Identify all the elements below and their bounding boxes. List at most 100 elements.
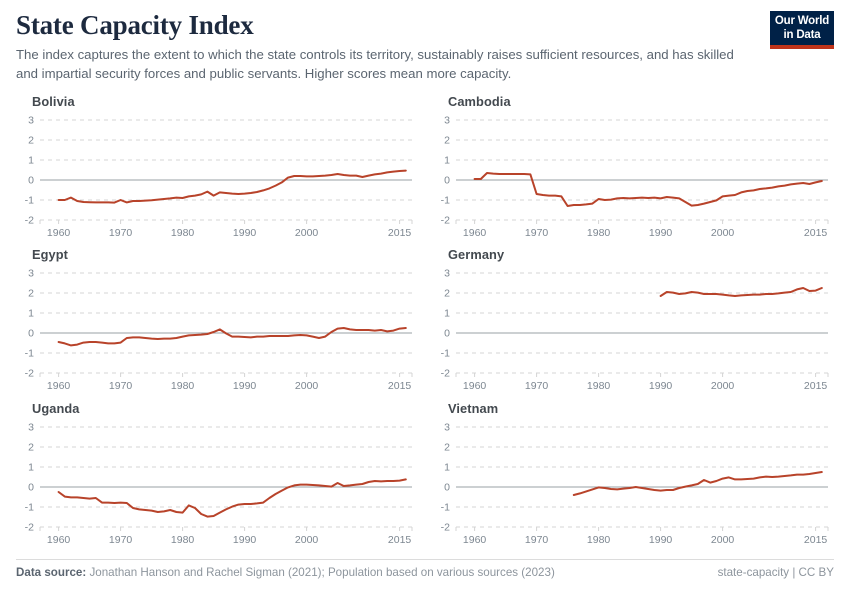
y-tick-label: -2 xyxy=(25,368,34,380)
x-tick-label: 2000 xyxy=(711,380,735,392)
series-line-germany xyxy=(661,288,822,296)
y-tick-label: 3 xyxy=(28,268,34,280)
y-tick-label: 2 xyxy=(28,441,34,453)
x-tick-label: 1970 xyxy=(525,227,549,239)
footer-license[interactable]: state-capacity | CC BY xyxy=(717,566,834,579)
panel-title: Cambodia xyxy=(448,94,511,109)
y-tick-label: 2 xyxy=(444,288,450,300)
x-tick-label: 1980 xyxy=(171,227,195,239)
y-tick-label: -2 xyxy=(441,215,450,227)
x-tick-label: 1990 xyxy=(233,227,257,239)
y-tick-label: -1 xyxy=(25,195,34,207)
series-line-bolivia xyxy=(59,171,406,203)
plot-area[interactable]: 3 2 1 0 -1 -2 1960 1970 1980 1990 2000 2015 xyxy=(432,114,834,242)
y-tick-label: -1 xyxy=(25,501,34,513)
x-tick-label: 1980 xyxy=(171,534,195,546)
y-tick-label: 2 xyxy=(28,288,34,300)
y-tick-label: 1 xyxy=(28,155,34,167)
x-tick-label: 2000 xyxy=(711,534,735,546)
x-tick-label: 1980 xyxy=(587,380,611,392)
x-tick-label: 2015 xyxy=(388,227,412,239)
y-tick-label: 0 xyxy=(28,328,34,340)
x-tick-label: 2000 xyxy=(295,227,319,239)
plot-area[interactable]: 3 2 1 0 -1 -2 1960 1970 1980 1990 2000 2015 xyxy=(16,114,418,242)
footer-data-source: Data source: Jonathan Hanson and Rachel … xyxy=(16,566,555,579)
x-tick-label: 2015 xyxy=(804,534,828,546)
y-tick-label: -1 xyxy=(441,348,450,360)
y-tick-label: 3 xyxy=(444,268,450,280)
y-tick-label: 2 xyxy=(444,135,450,147)
series-line-vietnam xyxy=(574,472,822,495)
y-tick-label: 3 xyxy=(28,115,34,127)
chart-panel-vietnam: Vietnam 3 2 1 0 -1 -2 1960 1970 1980 1990 2000 2015 xyxy=(432,399,834,552)
y-tick-label: 0 xyxy=(28,481,34,493)
x-tick-label: 1960 xyxy=(47,534,71,546)
x-tick-label: 1970 xyxy=(525,380,549,392)
header: State Capacity Index The index captures … xyxy=(16,10,834,84)
footer: Data source: Jonathan Hanson and Rachel … xyxy=(16,566,834,579)
x-tick-label: 1990 xyxy=(233,534,257,546)
y-tick-label: -2 xyxy=(25,521,34,533)
x-tick-label: 1960 xyxy=(47,227,71,239)
y-tick-label: -1 xyxy=(441,501,450,513)
x-tick-label: 1970 xyxy=(109,380,133,392)
y-tick-label: 1 xyxy=(444,461,450,473)
x-tick-label: 2015 xyxy=(804,227,828,239)
chart-panel-uganda: Uganda 3 2 1 0 -1 -2 1960 1970 1980 1990 2000 2015 xyxy=(16,399,418,552)
series-line-cambodia xyxy=(475,173,822,206)
footer-divider xyxy=(16,559,834,560)
x-tick-label: 2000 xyxy=(295,380,319,392)
x-tick-label: 1970 xyxy=(109,534,133,546)
x-tick-label: 2000 xyxy=(295,534,319,546)
panel-title: Germany xyxy=(448,247,505,263)
panel-title: Egypt xyxy=(32,247,69,263)
chart-panel-germany: Germany 3 2 1 0 -1 -2 1960 1970 1980 1990 2000 2015 xyxy=(432,245,834,398)
x-tick-label: 1990 xyxy=(649,534,673,546)
y-tick-label: 1 xyxy=(28,308,34,320)
page-subtitle: The index captures the extent to which t… xyxy=(16,47,734,81)
plot-area[interactable]: 3 2 1 0 -1 -2 1960 1970 1980 1990 2000 2015 xyxy=(16,267,418,395)
x-tick-label: 1980 xyxy=(171,380,195,392)
series-line-egypt xyxy=(59,328,406,345)
panel-title: Vietnam xyxy=(448,400,499,416)
x-tick-label: 2015 xyxy=(388,380,412,392)
x-tick-label: 1960 xyxy=(47,380,71,392)
plot-area[interactable]: 3 2 1 0 -1 -2 1960 1970 1980 1990 2000 2015 xyxy=(432,421,834,549)
owid-logo-line-1: Our World xyxy=(774,15,830,27)
y-tick-label: -1 xyxy=(25,348,34,360)
y-tick-label: 0 xyxy=(444,328,450,340)
y-tick-label: 1 xyxy=(444,155,450,167)
x-tick-label: 1990 xyxy=(233,380,257,392)
chart-panel-egypt: Egypt 3 2 1 0 -1 -2 1960 1970 1980 1990 2000 2015 xyxy=(16,245,418,398)
x-tick-label: 2000 xyxy=(711,227,735,239)
y-tick-label: 2 xyxy=(28,135,34,147)
y-tick-label: 1 xyxy=(28,461,34,473)
footer-source-text: Jonathan Hanson and Rachel Sigman (2021)… xyxy=(89,566,555,579)
y-tick-label: -2 xyxy=(25,215,34,227)
chart-panel-bolivia: Bolivia 3 2 1 0 -1 -2 1960 1970 1980 1990 2000 2015 xyxy=(16,92,418,245)
y-tick-label: 1 xyxy=(444,308,450,320)
x-tick-label: 2015 xyxy=(804,380,828,392)
x-tick-label: 1980 xyxy=(587,534,611,546)
panel-title: Bolivia xyxy=(32,94,75,109)
x-tick-label: 1990 xyxy=(649,227,673,239)
x-tick-label: 1970 xyxy=(525,534,549,546)
plot-area[interactable]: 3 2 1 0 -1 -2 1960 1970 1980 1990 2000 2015 xyxy=(16,421,418,549)
x-tick-label: 1960 xyxy=(463,534,487,546)
panel-title: Uganda xyxy=(32,400,80,416)
panel-grid: Bolivia 3 2 1 0 -1 -2 1960 1970 1980 1990 2000 2015 C… xyxy=(16,92,834,552)
x-tick-label: 2015 xyxy=(388,534,412,546)
x-tick-label: 1990 xyxy=(649,380,673,392)
plot-area[interactable]: 3 2 1 0 -1 -2 1960 1970 1980 1990 2000 2015 xyxy=(432,267,834,395)
y-tick-label: -2 xyxy=(441,368,450,380)
owid-logo-line-2: in Data xyxy=(783,28,821,41)
y-tick-label: 0 xyxy=(444,175,450,187)
y-tick-label: 0 xyxy=(444,481,450,493)
x-tick-label: 1970 xyxy=(109,227,133,239)
y-tick-label: -1 xyxy=(441,195,450,207)
y-tick-label: -2 xyxy=(441,521,450,533)
owid-logo[interactable]: Our World in Data xyxy=(770,11,834,50)
footer-source-label: Data source: xyxy=(16,566,87,579)
page-title: State Capacity Index xyxy=(16,10,254,40)
y-tick-label: 0 xyxy=(28,175,34,187)
